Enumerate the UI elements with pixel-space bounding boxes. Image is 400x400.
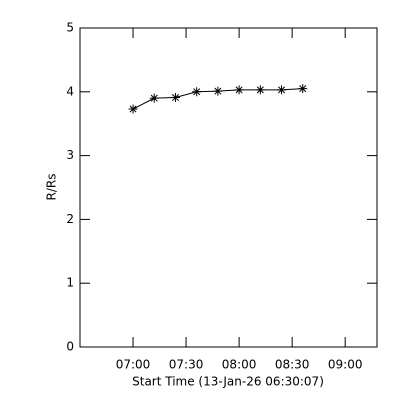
asterisk-marker bbox=[149, 93, 159, 103]
y-tick-label: 1 bbox=[66, 276, 74, 290]
asterisk-marker bbox=[192, 87, 202, 97]
plot-frame bbox=[79, 27, 378, 348]
y-tick-label: 4 bbox=[66, 84, 74, 98]
x-axis-label: Start Time (13-Jan-26 06:30:07) bbox=[132, 375, 324, 389]
asterisk-marker bbox=[298, 84, 308, 94]
y-tick-label: 5 bbox=[66, 21, 74, 35]
x-tick-label: 07:00 bbox=[116, 358, 151, 372]
x-tick-label: 09:00 bbox=[328, 358, 363, 372]
asterisk-marker bbox=[170, 93, 180, 103]
y-tick-label: 2 bbox=[66, 212, 74, 226]
x-tick-label: 08:00 bbox=[222, 358, 257, 372]
asterisk-marker bbox=[255, 85, 265, 95]
x-tick-label: 08:30 bbox=[275, 358, 310, 372]
asterisk-marker bbox=[213, 86, 223, 96]
asterisk-marker bbox=[234, 85, 244, 95]
y-axis-label: R/Rs bbox=[45, 174, 59, 201]
asterisk-marker bbox=[128, 104, 138, 114]
asterisk-marker bbox=[277, 85, 287, 95]
y-tick-label: 3 bbox=[66, 148, 74, 162]
y-tick-label: 0 bbox=[66, 340, 74, 354]
x-tick-label: 07:30 bbox=[169, 358, 204, 372]
